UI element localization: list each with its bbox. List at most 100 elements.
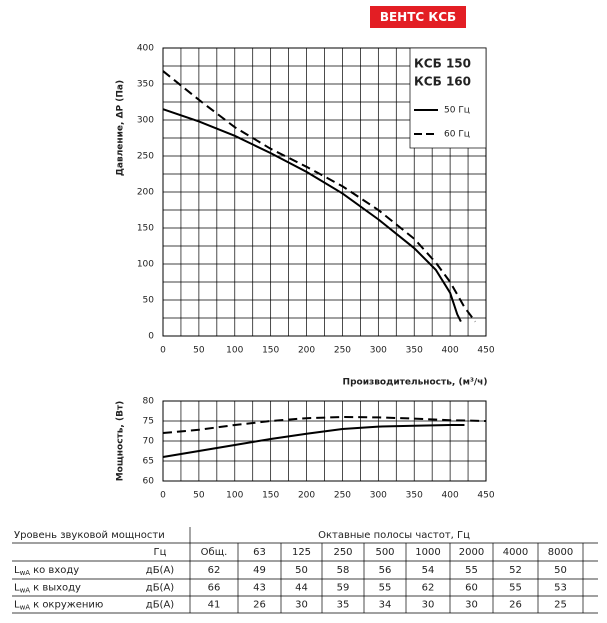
table-column-header: 1000 xyxy=(415,547,440,558)
x-tick-label: 50 xyxy=(193,346,205,356)
table-cell: 55 xyxy=(465,565,478,576)
y-axis-label: Мощность, (Вт) xyxy=(116,401,126,482)
subscript: wA xyxy=(20,569,31,577)
legend-box xyxy=(409,47,487,149)
y-tick-label: 200 xyxy=(137,188,154,198)
plot-frame xyxy=(162,47,487,337)
x-tick-label: 150 xyxy=(262,491,279,501)
legend-label: 50 Гц xyxy=(444,106,470,116)
x-tick-label: 300 xyxy=(370,346,387,356)
y-tick-label: 75 xyxy=(143,417,154,427)
y-tick-label: 60 xyxy=(143,477,155,487)
legend-label: 60 Гц xyxy=(444,130,470,140)
header-badge xyxy=(370,6,466,28)
y-tick-label: 70 xyxy=(143,437,155,447)
x-tick-label: 300 xyxy=(370,491,387,501)
x-tick-label: 350 xyxy=(406,491,423,501)
table-cell: 30 xyxy=(422,600,435,611)
x-tick-label: 250 xyxy=(334,346,351,356)
table-cell: 62 xyxy=(208,565,221,576)
x-axis-label: Производительность, (м³/ч) xyxy=(343,378,488,388)
y-tick-label: 100 xyxy=(137,260,154,270)
table-cell: 26 xyxy=(253,600,266,611)
table-cell: 50 xyxy=(295,565,308,576)
x-tick-label: 100 xyxy=(226,491,243,501)
x-tick-label: 350 xyxy=(406,346,423,356)
table-row-unit: дБ(А) xyxy=(146,600,175,611)
y-tick-label: 300 xyxy=(137,116,154,126)
legend-title: КСБ 150 xyxy=(414,57,471,71)
table-column-header: 250 xyxy=(333,547,352,558)
x-tick-label: 100 xyxy=(226,346,243,356)
table-cell: 52 xyxy=(509,565,522,576)
table-cell: 55 xyxy=(509,583,522,594)
table-row-label: LwA ко входу xyxy=(14,565,79,577)
x-tick-label: 200 xyxy=(298,346,315,356)
label: к окружению xyxy=(33,600,103,611)
table-column-header: 125 xyxy=(292,547,311,558)
table-cell: 66 xyxy=(208,583,221,594)
table-cell: 41 xyxy=(208,600,221,611)
x-tick-label: 150 xyxy=(262,346,279,356)
table-unit-header: Гц xyxy=(154,547,167,558)
table-cell: 49 xyxy=(253,565,266,576)
x-tick-label: 250 xyxy=(334,491,351,501)
x-tick-label: 0 xyxy=(160,346,166,356)
y-tick-label: 250 xyxy=(137,152,154,162)
table-cell: 62 xyxy=(422,583,435,594)
legend-title: КСБ 160 xyxy=(414,75,471,89)
header-title: ВЕНТС КСБ xyxy=(380,10,456,24)
y-tick-label: 50 xyxy=(143,296,155,306)
y-tick-label: 400 xyxy=(137,44,154,54)
table-cell: 50 xyxy=(554,565,567,576)
table-cell: 35 xyxy=(337,600,350,611)
table-cell: 53 xyxy=(554,583,567,594)
table-column-header: 4000 xyxy=(503,547,528,558)
table-column-header: 2000 xyxy=(459,547,484,558)
subscript: wA xyxy=(20,587,31,595)
table-row-unit: дБ(А) xyxy=(146,583,175,594)
table-cell: 59 xyxy=(337,583,350,594)
table-row-label: LwA к выходу xyxy=(14,583,81,595)
table-cell: 34 xyxy=(379,600,392,611)
label: к выходу xyxy=(33,583,81,594)
y-axis-label: Давление, ΔP (Па) xyxy=(116,80,126,176)
table-row-unit: дБ(А) xyxy=(146,565,175,576)
table-column-header: 63 xyxy=(253,547,266,558)
table-title: Уровень звуковой мощности xyxy=(14,530,165,541)
y-tick-label: 350 xyxy=(137,80,154,90)
x-tick-label: 0 xyxy=(160,491,166,501)
table-cell: 58 xyxy=(337,565,350,576)
table-cell: 44 xyxy=(295,583,308,594)
series-line xyxy=(162,424,465,458)
x-tick-label: 50 xyxy=(193,491,205,501)
table-cell: 55 xyxy=(379,583,392,594)
y-tick-label: 80 xyxy=(143,397,155,407)
table-cell: 60 xyxy=(465,583,478,594)
x-tick-label: 450 xyxy=(477,346,494,356)
table-cell: 54 xyxy=(422,565,435,576)
table-column-header: 500 xyxy=(375,547,394,558)
table-row-label: LwA к окружению xyxy=(14,600,103,612)
table-column-header: Общ. xyxy=(201,547,228,558)
subscript: wA xyxy=(20,604,31,612)
series-line xyxy=(162,415,487,434)
y-tick-label: 150 xyxy=(137,224,154,234)
y-tick-label: 0 xyxy=(148,332,154,342)
y-tick-label: 65 xyxy=(143,457,154,467)
label: ко входу xyxy=(33,565,79,576)
table-cell: 43 xyxy=(253,583,266,594)
plot-frame xyxy=(162,400,487,482)
table-bands-title: Октавные полосы частот, Гц xyxy=(318,530,470,541)
table-cell: 30 xyxy=(295,600,308,611)
symbol: L xyxy=(14,565,20,576)
x-tick-label: 400 xyxy=(442,346,459,356)
series-line xyxy=(162,70,477,323)
x-tick-label: 400 xyxy=(442,491,459,501)
table-cell: 56 xyxy=(379,565,392,576)
table-cell: 26 xyxy=(509,600,522,611)
series-line xyxy=(162,108,462,323)
symbol: L xyxy=(14,583,20,594)
table-column-header: 8000 xyxy=(548,547,573,558)
